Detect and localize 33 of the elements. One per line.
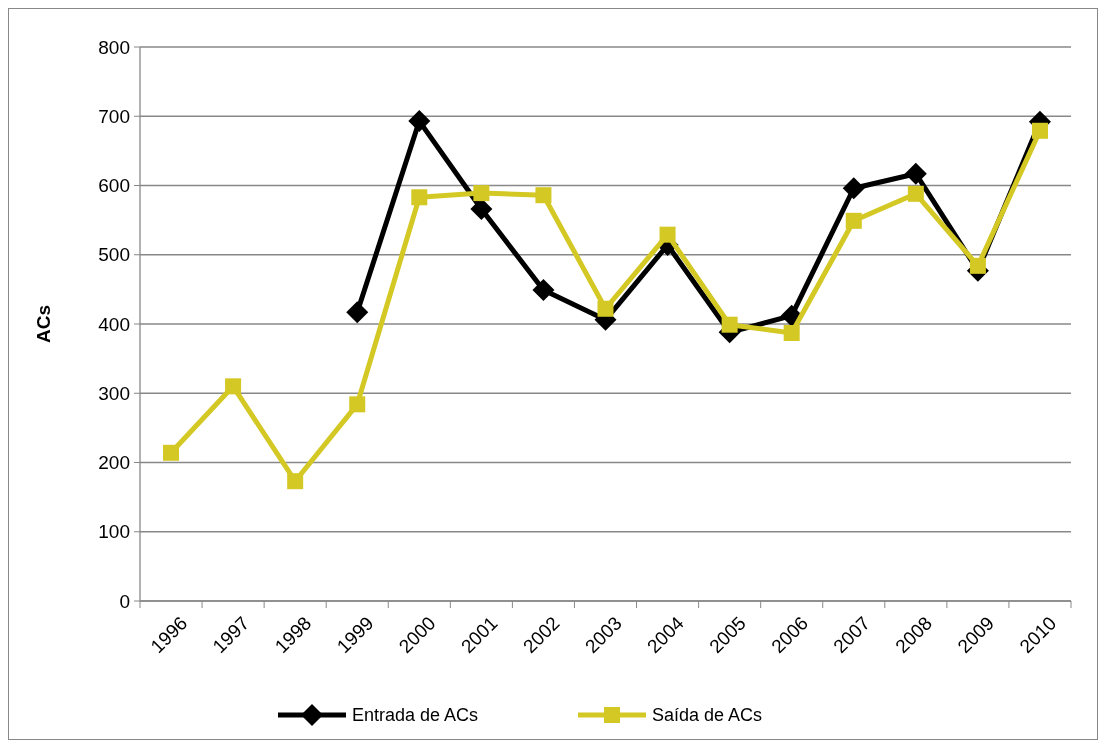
point [346, 301, 369, 324]
y-tick-label: 400 [98, 313, 130, 335]
point [904, 162, 927, 185]
point [287, 473, 304, 490]
y-axis-title: ACs [33, 304, 54, 344]
point [659, 226, 676, 243]
point [597, 300, 614, 317]
y-tick-label: 600 [98, 175, 130, 197]
legend-label: Saída de ACs [652, 705, 763, 726]
point [783, 325, 800, 341]
point [408, 110, 431, 133]
point [349, 396, 366, 413]
point [721, 316, 738, 333]
point [473, 185, 490, 202]
point [470, 198, 493, 221]
y-tick-label: 500 [98, 244, 130, 266]
point [842, 177, 865, 200]
point [411, 189, 428, 206]
y-tick-label: 0 [119, 590, 130, 612]
y-tick-label: 700 [98, 105, 130, 127]
point [1031, 122, 1048, 139]
y-tick-label: 300 [98, 382, 130, 404]
point [163, 444, 180, 461]
point [845, 212, 862, 229]
legend-label: Entrada de ACs [352, 705, 479, 726]
point [907, 185, 924, 202]
y-tick-label: 800 [98, 36, 130, 58]
point [969, 257, 986, 274]
point [225, 378, 242, 395]
point [532, 279, 555, 302]
y-tick-label: 200 [98, 452, 130, 474]
point [535, 187, 552, 204]
y-tick-label: 100 [98, 521, 130, 543]
